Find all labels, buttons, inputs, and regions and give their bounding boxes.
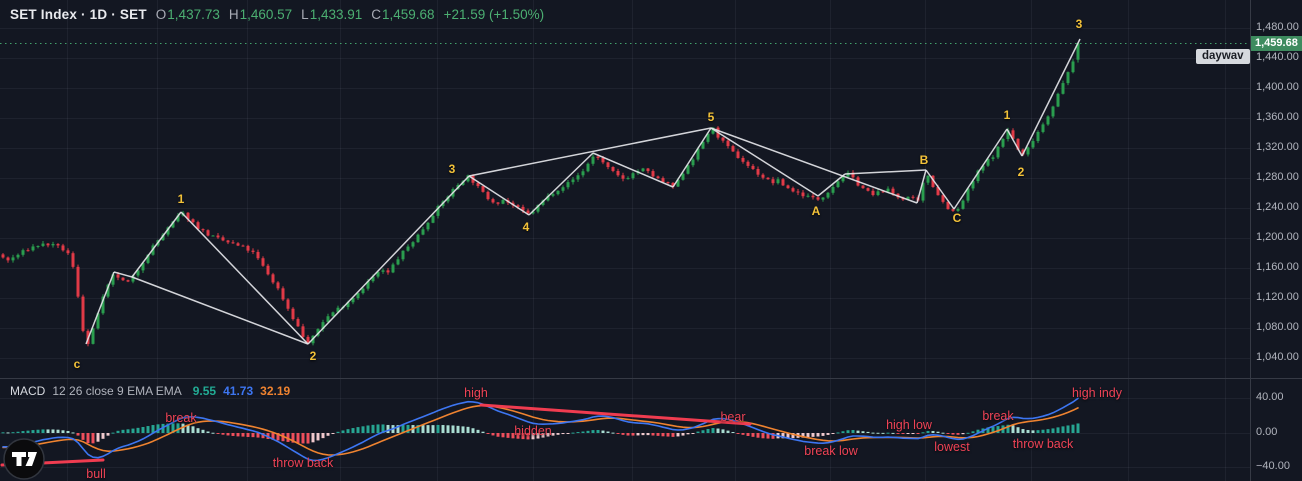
annotation-text[interactable]: lowest (934, 440, 970, 454)
symbol-legend: SET Index · 1D · SET O1,437.73 H1,460.57… (10, 7, 544, 22)
annotation-text[interactable]: throw back (1012, 437, 1074, 451)
wave-label-1[interactable]: 1 (177, 192, 185, 206)
last-price-badge: 1,459.68 (1251, 36, 1302, 51)
price-axis-label: 1,480.00 (1256, 21, 1299, 33)
annotation-text[interactable]: high indy (1071, 386, 1123, 400)
macd-params: 12 26 close 9 EMA EMA (52, 384, 182, 398)
daywav-drawing-label[interactable]: daywav (1196, 49, 1250, 64)
annotation-text[interactable]: high (464, 386, 488, 400)
annotation-text[interactable]: hidden (514, 424, 552, 438)
annotation-text[interactable]: bull (86, 467, 106, 481)
price-axis-label: 1,040.00 (1256, 351, 1299, 363)
macd-axis-label: 0.00 (1256, 426, 1278, 438)
price-axis-label: 1,400.00 (1256, 81, 1299, 93)
ohlc-open: O1,437.73 (155, 7, 220, 22)
macd-line-value: 41.73 (223, 384, 254, 398)
ohlc-high: H1,460.57 (228, 7, 293, 22)
wave-label-A[interactable]: A (811, 204, 821, 218)
wave-label-3[interactable]: 3 (1075, 17, 1083, 31)
macd-title[interactable]: MACD (10, 384, 46, 398)
wave-label-B[interactable]: B (919, 153, 929, 167)
price-axis-label: 1,160.00 (1256, 261, 1299, 273)
red-trendline (479, 403, 752, 426)
price-axis-label: 1,360.00 (1256, 111, 1299, 123)
wave-label-c[interactable]: c (73, 357, 81, 371)
price-axis-label: 1,240.00 (1256, 201, 1299, 213)
macd-legend: MACD 12 26 close 9 EMA EMA 9.55 41.73 32… (10, 384, 290, 398)
annotation-text[interactable]: bear (720, 410, 746, 424)
wave-label-C[interactable]: C (952, 211, 962, 225)
price-axis-label: 1,120.00 (1256, 291, 1299, 303)
wave-label-3[interactable]: 3 (448, 162, 456, 176)
symbol-title[interactable]: SET Index · 1D · SET (10, 7, 147, 22)
annotation-text[interactable]: break (165, 411, 197, 425)
ohlc-low: L1,433.91 (301, 7, 363, 22)
price-axis-label: 1,200.00 (1256, 231, 1299, 243)
tradingview-logo (3, 438, 45, 480)
price-axis-label: 1,440.00 (1256, 51, 1299, 63)
annotation-text[interactable]: break (982, 409, 1014, 423)
wave-label-5[interactable]: 5 (707, 110, 715, 124)
macd-axis-label: 40.00 (1256, 391, 1284, 403)
price-axis-label: 1,320.00 (1256, 141, 1299, 153)
annotation-text[interactable]: break low (804, 444, 858, 458)
change-readout: +21.59 (+1.50%) (443, 7, 545, 22)
price-axis-label: 1,080.00 (1256, 321, 1299, 333)
wave-label-2[interactable]: 2 (1017, 165, 1025, 179)
wave-label-1[interactable]: 1 (1003, 108, 1011, 122)
macd-signal-value: 32.19 (260, 384, 291, 398)
wave-label-2[interactable]: 2 (309, 349, 317, 363)
wave-label-4[interactable]: 4 (522, 220, 530, 234)
wave-overlay (85, 38, 1081, 345)
macd-histogram-value: 9.55 (192, 384, 217, 398)
price-axis-label: 1,280.00 (1256, 171, 1299, 183)
annotation-text[interactable]: high low (886, 418, 932, 432)
annotation-text[interactable]: throw back (272, 456, 334, 470)
ohlc-close: C1,459.68 (371, 7, 435, 22)
macd-axis-label: −40.00 (1256, 460, 1290, 472)
